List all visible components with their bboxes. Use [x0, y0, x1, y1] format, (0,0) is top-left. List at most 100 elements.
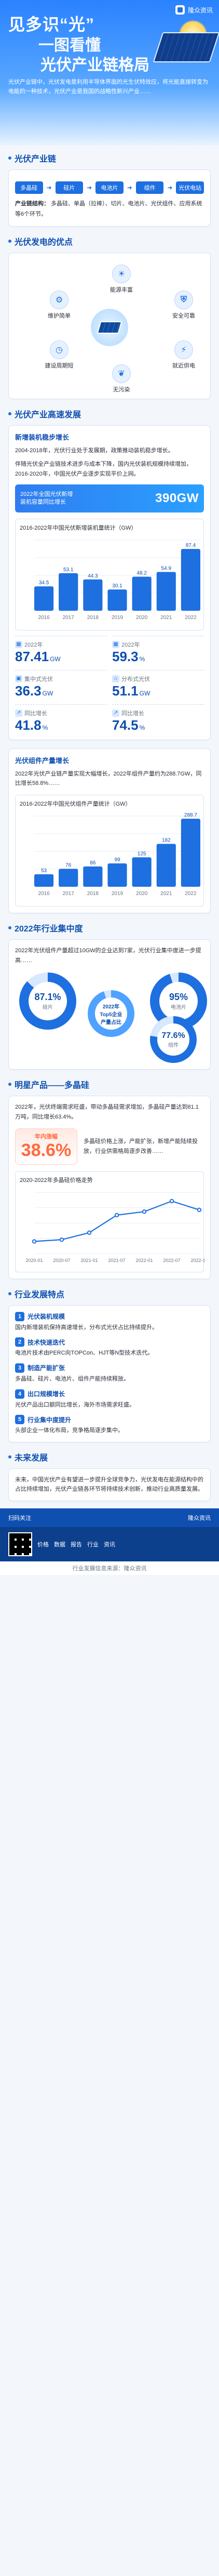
footer-top: 扫码关注 隆众资讯 [0, 1508, 219, 1527]
chart-polysilicon-title: 2020-2022年多晶硅价格走势 [20, 1177, 93, 1184]
x-tick-label: 2022-01 [135, 1258, 153, 1263]
feature-desc: 多晶硅、硅片、电池片、组件产能持续释放。 [15, 1375, 129, 1382]
stat-key-text: 同比增长 [24, 710, 47, 717]
x-tick-label: 2019 [112, 615, 124, 621]
section-title-text: 明星产品——多晶硅 [15, 1081, 90, 1090]
section-title-polysilicon: 明星产品——多晶硅 [8, 1078, 211, 1090]
stat-unit: % [139, 724, 145, 731]
chart-module: 2016-2022年中国光伏组件产量统计（GW） 2016 53 2017 76 201… [15, 795, 204, 907]
bar [83, 866, 103, 887]
section-dot-icon [8, 1292, 11, 1295]
chain-node: 电池片 [95, 181, 124, 194]
feature-number: 2 [15, 1337, 24, 1347]
point [169, 1199, 174, 1203]
chart-module-svg: 2016 53 2017 76 2018 86 2019 99 2020 125 2021 182 20… [34, 812, 200, 897]
section-title-text: 光伏发电的优点 [15, 238, 73, 247]
chart-polysilicon: 2020-2022年多晶硅价格走势 2020-01 2020-07 2021-01 2… [15, 1171, 208, 1272]
stat-item: ↗ 同比增长 41.8% [15, 704, 107, 733]
footer-link[interactable]: 报告 [71, 1542, 82, 1548]
feature-head-text: 行业集中度提升 [28, 1416, 72, 1424]
x-tick-label: 2021-01 [80, 1258, 98, 1263]
section-title-text: 光伏产业高速发展 [15, 410, 81, 419]
future-paragraph: 未来，中国光伏产业有望进一步提升全球竞争力，光伏发电在能源结构中的占比持续增加，… [15, 1476, 203, 1493]
section-title-text: 2022年行业集中度 [15, 925, 83, 934]
section-advantages: 光伏发电的优点 ☀ 能源丰富 ⛨ 安全可靠 ⚡ 就近供电 [0, 235, 219, 399]
x-tick-label: 2020-01 [25, 1258, 43, 1263]
donut-1: 87.1% 硅片 [19, 972, 76, 1030]
advantage-item: ⚙ 维护简单 [31, 290, 88, 320]
footer-bottom: 价格 数据 报告 行业 资讯 [0, 1527, 219, 1562]
bar [34, 586, 54, 611]
footer-link[interactable]: 行业 [87, 1542, 99, 1548]
section-title-text: 行业发展特点 [15, 1290, 65, 1299]
stat-value: 41.8 [15, 717, 42, 733]
stat-key: ▦ 2022年 [15, 640, 107, 649]
stat-unit: GW [139, 689, 150, 697]
footer-link[interactable]: 数据 [54, 1542, 65, 1548]
feature-desc: 头部企业一体化布局，竞争格局逐步集中。 [15, 1427, 124, 1434]
bar [59, 869, 78, 887]
x-tick-label: 2022-12 [190, 1258, 204, 1263]
footer-link[interactable]: 价格 [37, 1542, 49, 1548]
feature-head-text: 光伏装机规模 [28, 1313, 65, 1321]
section-future: 未来发展 未来，中国光伏产业有望进一步提升全球竞争力，光伏发电在能源结构中的占比… [0, 1451, 219, 1575]
section-dot-icon [8, 1083, 11, 1086]
footer-top-right: 隆众资讯 [188, 1515, 211, 1522]
bar [181, 819, 200, 887]
donut-center-text: 2022年 Top5企业 产量占比 [100, 1004, 122, 1026]
development-paragraph: 伴随光伏全产业链技术进步与成本下降，国内光伏装机规模持续增加，2016-2020… [15, 461, 192, 477]
x-tick-label: 2018 [87, 891, 99, 897]
stat-value: 36.3 [15, 682, 42, 699]
donut-value: 87.1% [34, 992, 61, 1003]
x-tick-label: 2022 [185, 615, 197, 621]
house-icon: ⌂ [112, 675, 119, 682]
arrow-right-icon: ➜ [87, 184, 92, 191]
stat-unit: GW [50, 655, 61, 663]
stat-key: ↗ 同比增长 [112, 709, 204, 717]
footer-links: 价格 数据 报告 行业 资讯 [37, 1540, 115, 1548]
advantage-label: 能源丰富 [110, 286, 133, 293]
section-dot-icon [8, 239, 11, 243]
concentration-donuts: 87.1% 硅片 2022年 Top5企业 产量占比 95% 电池片 [15, 969, 207, 1063]
data-label: 86 [90, 860, 96, 866]
section-title-future: 未来发展 [8, 1451, 211, 1463]
section-features: 行业发展特点 1 光伏装机规模 国内新增装机保持高速增长，分布式光伏占比持续提升… [0, 1287, 219, 1442]
x-tick-label: 2021 [160, 615, 172, 621]
feature-desc: 国内新增装机保持高速增长，分布式光伏占比持续提升。 [15, 1324, 158, 1331]
future-card: 未来，中国光伏产业有望进一步提升全球竞争力，光伏发电在能源结构中的占比持续增加，… [8, 1468, 211, 1502]
chart-polysilicon-svg: 2020-01 2020-07 2021-01 2021-07 2022-01 2022-… [25, 1192, 208, 1263]
point [32, 1239, 37, 1244]
x-tick-label: 2020 [136, 891, 148, 897]
qr-code-icon[interactable] [8, 1532, 32, 1557]
chart-installed-title: 2016-2022年中国光伏新增装机量统计（GW） [20, 524, 137, 531]
advantage-label: 维护简单 [48, 312, 71, 319]
advantage-label: 无污染 [113, 386, 130, 393]
chain-node: 光伏电站 [176, 181, 204, 194]
point [142, 1209, 147, 1214]
stat-key: ▣ 集中式光伏 [15, 675, 107, 683]
stat-key: ▦ 2022年 [112, 640, 204, 649]
page: 隆众资讯 见多识“光” 一图看懂 光伏产业链格局 光伏产业链中，光伏发电是利用半… [0, 0, 219, 1575]
x-tick-label: 2016 [38, 615, 50, 621]
feature-head: 3 制造产能扩张 [15, 1363, 204, 1373]
polysilicon-paragraph: 2022年，光伏终端需求旺盛，带动多晶硅需求增加，多晶硅产量达到81.1万吨，同… [15, 1104, 199, 1121]
development-highlight-value: 390GW [155, 491, 199, 505]
donut-label: 电池片 [171, 1005, 186, 1011]
footer-link[interactable]: 资讯 [104, 1542, 115, 1548]
chain-card: 多晶硅 ➜ 硅片 ➜ 电池片 ➜ 组件 ➜ 光伏电站 产业链结构： 多晶硅、单晶… [8, 169, 211, 227]
point [59, 1237, 64, 1242]
bar [181, 548, 200, 611]
stat-item: ▣ 集中式光伏 36.3 GW [15, 669, 107, 699]
module-title: 光伏组件产量增长 [15, 756, 70, 765]
stat-value: 59.3 [112, 648, 139, 664]
hero: 隆众资讯 见多识“光” 一图看懂 光伏产业链格局 光伏产业链中，光伏发电是利用半… [0, 0, 219, 146]
features-card: 1 光伏装机规模 国内新增装机保持高速增长，分布式光伏占比持续提升。 2 技术快… [8, 1305, 211, 1442]
section-polysilicon: 明星产品——多晶硅 2022年，光伏终端需求旺盛，带动多晶硅需求增加，多晶硅产量… [0, 1078, 219, 1279]
donut-label: 硅片 [43, 1005, 53, 1011]
stat-item: ▦ 2022年 87.41 GW [15, 635, 107, 665]
point [197, 1207, 202, 1212]
trend-up-icon: ↗ [112, 709, 119, 717]
donut-center: 2022年 Top5企业 产量占比 [88, 990, 134, 1037]
chart-module-title: 2016-2022年中国光伏组件产量统计（GW） [20, 801, 131, 808]
polysilicon-card: 2022年，光伏终端需求旺盛，带动多晶硅需求增加，多晶硅产量达到81.1万吨，同… [8, 1096, 211, 1279]
